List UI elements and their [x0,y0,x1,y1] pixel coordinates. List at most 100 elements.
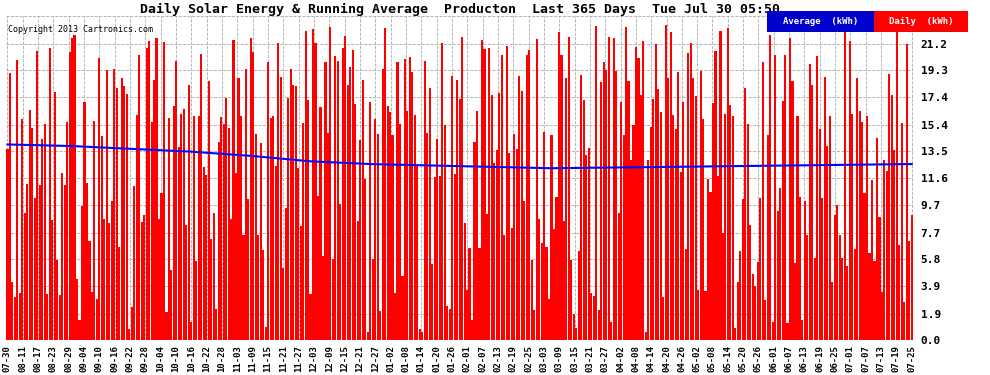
Bar [640,94,642,340]
Bar [603,62,605,340]
Bar [737,282,739,340]
Bar [843,27,845,340]
Bar [282,268,284,340]
Bar [203,167,205,340]
Bar [781,100,784,340]
Bar [456,80,458,340]
Bar [19,293,21,340]
Bar [305,31,307,340]
Bar [789,38,791,340]
Bar [307,100,309,340]
Bar [575,328,577,340]
Bar [769,35,771,340]
Bar [697,290,699,340]
Bar [908,242,911,340]
Bar [451,76,453,340]
Bar [878,217,880,340]
Bar [766,135,768,340]
Bar [121,78,123,340]
Bar [325,62,327,340]
Bar [337,61,339,340]
Bar [213,213,215,340]
Bar [458,99,460,340]
Bar [720,32,722,340]
Bar [98,58,100,340]
Bar [401,276,404,340]
Bar [86,183,88,340]
Text: Copyright 2013 Cartronics.com: Copyright 2013 Cartronics.com [8,26,153,34]
Bar [585,156,587,340]
Bar [829,116,831,340]
Bar [896,30,898,340]
Bar [351,50,353,340]
Bar [277,44,279,340]
Bar [158,219,160,340]
Bar [240,116,242,340]
Bar [113,69,116,341]
Bar [861,122,863,340]
Bar [756,262,758,340]
Bar [168,118,170,340]
Bar [523,201,526,340]
Bar [649,126,652,340]
Bar [610,322,612,340]
Bar [262,250,264,340]
Bar [131,307,133,340]
Text: Average  (kWh): Average (kWh) [783,17,858,26]
Bar [625,27,627,341]
Bar [851,114,853,340]
Bar [185,225,187,340]
Bar [513,134,516,340]
Bar [44,124,46,340]
Bar [863,193,865,340]
Bar [381,69,384,341]
Bar [391,135,394,340]
Bar [146,48,148,340]
Bar [374,119,376,340]
Bar [481,40,483,340]
Bar [799,197,801,340]
Bar [153,80,155,340]
Bar [58,295,60,340]
Bar [848,42,850,340]
Bar [143,215,146,340]
Bar [432,264,434,340]
Bar [409,57,411,340]
Bar [543,132,545,340]
Bar [463,223,465,340]
Bar [796,116,799,340]
Bar [521,91,523,340]
Bar [56,260,58,340]
Bar [834,215,836,340]
Bar [200,54,202,340]
Bar [302,123,304,340]
Bar [389,112,391,340]
Bar [116,88,118,340]
Bar [486,213,488,340]
Bar [705,291,707,340]
Bar [444,125,446,340]
Bar [618,213,620,340]
Bar [476,111,478,340]
Bar [446,306,448,340]
Bar [126,94,128,340]
Bar [272,116,274,340]
Bar [759,198,761,340]
Bar [744,88,746,340]
Bar [285,208,287,340]
Bar [652,99,654,340]
Bar [208,81,210,340]
Bar [332,259,334,340]
Bar [163,42,165,340]
Bar [667,78,669,340]
Bar [165,312,167,340]
Bar [853,249,855,340]
Bar [647,160,649,340]
Bar [29,110,31,340]
Bar [791,81,794,340]
Bar [412,72,414,341]
Bar [806,236,809,340]
Bar [439,176,441,340]
Bar [83,102,85,340]
Bar [593,296,595,340]
